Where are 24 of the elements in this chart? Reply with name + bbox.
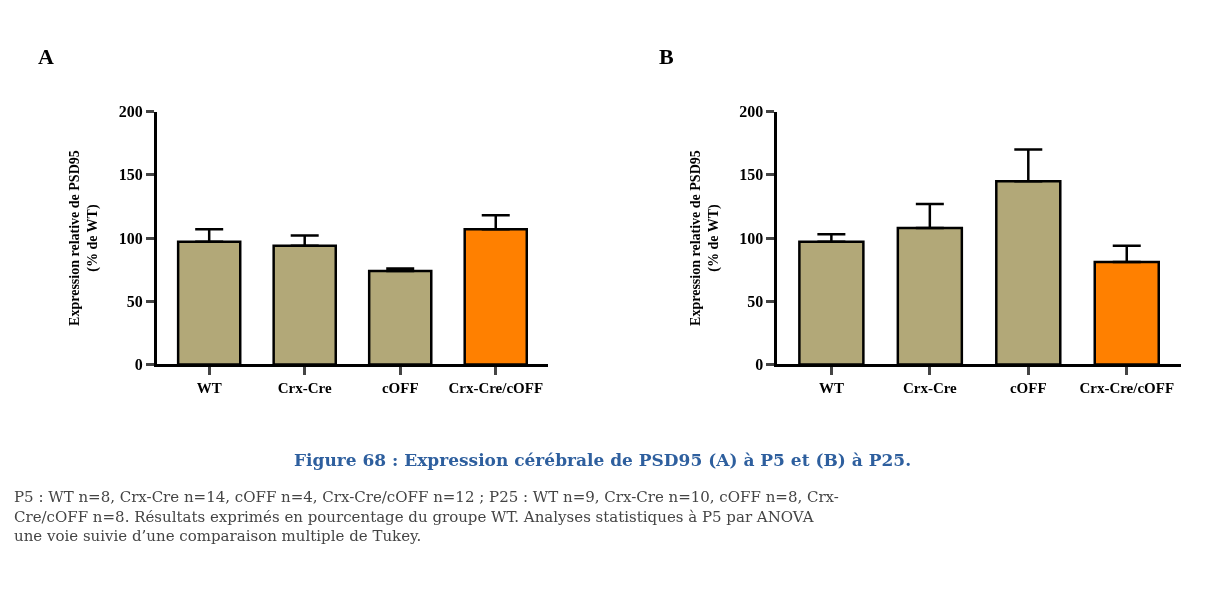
- y-tick-label: 100: [118, 229, 143, 247]
- y-tick-label: 150: [739, 166, 764, 184]
- x-tick-label: Crx-Cre: [902, 380, 958, 397]
- y-axis-title: Expression relative de PSD95 (% de WT): [687, 150, 722, 326]
- chart-title: B: [659, 44, 674, 69]
- y-tick-label: 200: [118, 103, 143, 121]
- x-tick-label: WT: [818, 380, 844, 397]
- x-tick-label: Crx-Cre: [277, 380, 332, 397]
- x-tick-label: Crx-Cre/cOFF: [448, 380, 544, 397]
- y-axis-title: Expression relative de PSD95 (% de WT): [67, 150, 102, 326]
- x-tick-label: WT: [196, 380, 222, 397]
- y-tick-label: 100: [739, 229, 764, 247]
- y-tick-label: 0: [755, 356, 764, 373]
- y-tick-label: 50: [747, 292, 764, 310]
- y-tick-label: 0: [134, 356, 143, 373]
- chart-title: A: [38, 44, 54, 69]
- caption: Figure 68 : Expression cérébrale de PSD95 (A) à P5 et (B) à P25.: [294, 450, 912, 470]
- x-tick-label: cOFF: [1009, 380, 1047, 397]
- y-tick-label: 200: [739, 103, 764, 121]
- y-tick-label: 150: [118, 166, 143, 184]
- text: P5 : WT n=8, Crx-Cre n=14, cOFF n=4, Crx-Cre/cOFF n=12 ; P25 : WT n=9, Crx-Cre n=10, cOFF n=8, Crx-Cre/cOFF n=8. Résultats exprimés en pourcentage du groupe WT. Analyses statistiques à P5 par ANOVA une voie suivie d’une comparaison multiple de Tukey.: [14, 488, 839, 545]
- y-tick-label: 50: [126, 292, 143, 310]
- x-tick-label: cOFF: [381, 380, 419, 397]
- x-tick-label: Crx-Cre/cOFF: [1079, 380, 1175, 397]
